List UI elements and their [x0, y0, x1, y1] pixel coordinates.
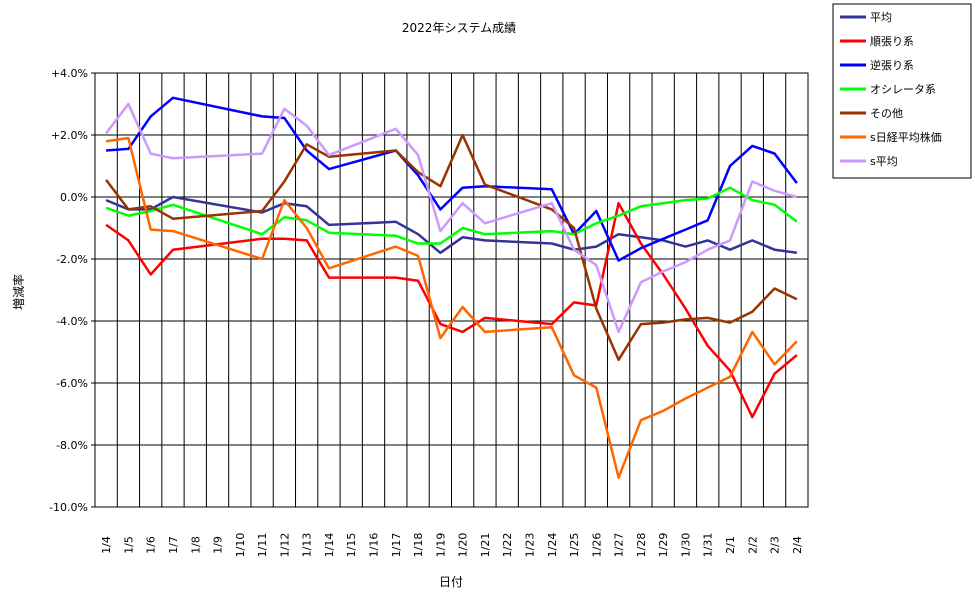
x-tick-label: 1/8 [189, 536, 202, 554]
series-line-1 [105, 201, 798, 419]
x-tick-label: 2/1 [724, 536, 737, 554]
x-tick-label: 1/29 [657, 533, 670, 558]
x-tick-label: 1/31 [702, 533, 715, 558]
x-tick-label: 1/27 [613, 533, 626, 558]
legend-entry: 順張り系 [870, 35, 914, 48]
x-tick-label: 1/17 [390, 533, 403, 558]
plot-area: +4.0% +2.0% 0.0% -2.0% -4.0% -6.0% -8.0% -10.0%… [49, 67, 809, 558]
y-tick-label: -2.0% [56, 253, 88, 266]
series-line-6 [105, 102, 798, 334]
legend-entry: その他 [870, 107, 903, 120]
y-tick-label: 0.0% [60, 191, 88, 204]
x-tick-label: 1/13 [301, 533, 314, 558]
x-tick-label: 1/23 [523, 533, 536, 558]
legend-box [832, 3, 972, 179]
chart-title: 2022年システム成績 [402, 21, 516, 35]
legend-entry: 平均 [870, 11, 892, 24]
x-tick-label: 2/4 [791, 536, 804, 554]
x-tick-label: 2/2 [746, 536, 759, 554]
x-tick-label: 1/7 [167, 536, 180, 554]
x-tick-label: 1/25 [568, 533, 581, 558]
x-tick-label: 1/4 [100, 536, 113, 554]
series-line-0 [105, 195, 798, 255]
x-tick-label: 1/6 [145, 536, 158, 554]
legend-entry: s日経平均株価 [870, 130, 942, 144]
legend-entry: オシレータ系 [870, 83, 936, 96]
x-tick-label: 1/18 [412, 533, 425, 558]
x-tick-label: 1/30 [679, 533, 692, 558]
y-tick-label: -10.0% [49, 501, 88, 514]
x-tick-label: 1/12 [278, 533, 291, 558]
x-tick-label: 1/16 [368, 533, 381, 558]
x-tick-label: 1/10 [234, 533, 247, 558]
x-tick-label: 2/3 [769, 536, 782, 554]
x-tick-label: 1/14 [323, 533, 336, 558]
series-line-4 [105, 133, 798, 362]
y-tick-label: -4.0% [56, 315, 88, 328]
x-tick-label: 1/20 [457, 533, 470, 558]
x-axis-label: 日付 [439, 575, 463, 589]
series-line-2 [106, 96, 798, 262]
x-tick-label: 1/24 [546, 533, 559, 558]
x-tick-label: 1/5 [122, 536, 135, 554]
x-tick-label: 1/9 [212, 536, 225, 554]
x-tick-label: 1/28 [635, 533, 648, 558]
y-tick-label: -6.0% [56, 377, 88, 390]
y-tick-label: +4.0% [51, 67, 88, 80]
legend-entry: s平均 [870, 155, 898, 168]
x-tick-label: 1/15 [345, 533, 358, 558]
y-tick-label: +2.0% [51, 129, 88, 142]
x-tick-label: 1/26 [590, 533, 603, 558]
y-tick-label: -8.0% [56, 439, 88, 452]
x-tick-label: 1/11 [256, 533, 269, 558]
series-line-5 [105, 136, 798, 479]
x-tick-label: 1/21 [479, 533, 492, 558]
x-tick-label: 1/22 [501, 533, 514, 558]
y-axis-label: 増減率 [11, 274, 26, 310]
legend-entry: 逆張り系 [870, 58, 914, 72]
series-line-3 [105, 186, 798, 245]
x-tick-label: 1/19 [434, 533, 447, 558]
